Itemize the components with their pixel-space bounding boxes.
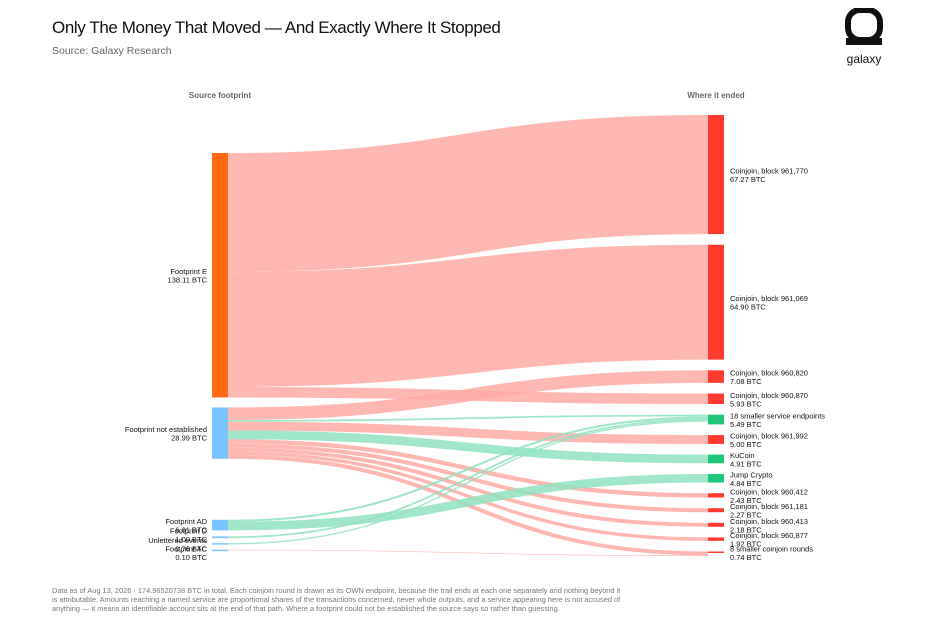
target-node-coinjoin-block-961-069	[708, 244, 724, 360]
target-node-coinjoin-block-961-181	[708, 508, 724, 513]
target-label-18-smaller-service-endpoints: 18 smaller service endpoints	[730, 412, 825, 421]
target-node-coinjoin-block-960-413	[708, 522, 724, 527]
source-value-footprint-ac: 0.10 BTC	[175, 553, 207, 562]
target-node-kucoin	[708, 454, 724, 464]
target-node-coinjoin-block-961-770	[708, 115, 724, 235]
target-value-coinjoin-block-961-069: 64.90 BTC	[730, 303, 766, 312]
link-ne-to-t12	[227, 451, 709, 541]
source-node-unlettered-events	[212, 543, 228, 545]
source-label-footprint-ac: Footprint AC	[165, 544, 207, 553]
target-value-coinjoin-block-960-820: 7.08 BTC	[730, 377, 762, 386]
source-value-footprint-ad: 6.01 BTC	[175, 526, 207, 535]
target-label-coinjoin-block-961-069: Coinjoin, block 961,069	[730, 294, 808, 303]
target-node-coinjoin-block-960-412	[708, 493, 724, 498]
brand-wordmark: galaxy	[846, 52, 882, 66]
source-value-footprint-e: 138.11 BTC	[168, 276, 208, 285]
target-label-coinjoin-block-961-181: Coinjoin, block 961,181	[730, 502, 808, 511]
target-node-18-smaller-service-endpoints	[708, 414, 724, 425]
target-label-jump-crypto: Jump Crypto	[730, 470, 773, 479]
source-column-header: Source footprint	[189, 91, 252, 100]
source-node-footprint-e	[212, 153, 228, 398]
link-e-to-t1	[227, 115, 709, 273]
source-label-unlettered-events: Unlettered events	[148, 536, 207, 545]
chart-source: Source: Galaxy Research	[52, 45, 172, 57]
target-value-coinjoin-block-960-877: 1.92 BTC	[730, 540, 762, 549]
link-ne-to-t5	[227, 414, 709, 422]
link-ad-to-t8	[227, 473, 709, 531]
source-node-footprint-ac	[212, 549, 228, 552]
target-value-coinjoin-block-961-992: 5.00 BTC	[730, 440, 762, 449]
link-ne-to-t7	[227, 430, 709, 464]
target-value-coinjoin-block-960-413: 2.18 BTC	[730, 525, 762, 534]
source-value-footprint-d: 1.00 BTC	[175, 535, 207, 544]
target-label-coinjoin-block-960-877: Coinjoin, block 960,877	[730, 531, 808, 540]
target-value-coinjoin-block-960-870: 5.93 BTC	[730, 399, 762, 408]
source-node-footprint-not-established	[212, 407, 228, 459]
footnote: Data as of Aug 13, 2026 · 174.96520738 B…	[52, 586, 621, 614]
chart-title: Only The Money That Moved — And Exactly …	[52, 18, 501, 37]
target-node-coinjoin-block-960-877	[708, 537, 724, 541]
source-label-footprint-e: Footprint E	[170, 267, 207, 276]
node-layer	[212, 115, 724, 553]
source-value-unlettered-events: 0.76 BTC	[175, 544, 207, 553]
link-e-to-t2	[227, 244, 709, 387]
link-ad-to-t5	[227, 416, 709, 522]
target-label-coinjoin-block-960-820: Coinjoin, block 960,820	[730, 369, 808, 378]
link-ac-to-t13	[227, 549, 709, 557]
link-layer	[227, 115, 709, 557]
target-column-header: Where it ended	[687, 91, 744, 100]
target-node-8-smaller-coinjoin-rounds	[708, 551, 724, 553]
source-label-footprint-not-established: Footprint not established	[125, 425, 207, 434]
source-label-footprint-ad: Footprint AD	[165, 517, 207, 526]
target-label-coinjoin-block-960-870: Coinjoin, block 960,870	[730, 391, 808, 400]
link-ne-to-t3	[227, 370, 709, 420]
target-node-coinjoin-block-961-992	[708, 435, 724, 444]
link-ne-to-t11	[227, 447, 709, 527]
link-ne-to-t6	[227, 421, 709, 444]
target-label-coinjoin-block-961-770: Coinjoin, block 961,770	[730, 167, 808, 176]
galaxy-logo-icon	[845, 8, 883, 45]
target-node-coinjoin-block-960-820	[708, 370, 724, 383]
target-value-kucoin: 4.91 BTC	[730, 459, 762, 468]
target-label-coinjoin-block-960-413: Coinjoin, block 960,413	[730, 517, 808, 526]
target-value-jump-crypto: 4.84 BTC	[730, 479, 762, 488]
link-d-to-t5	[227, 418, 709, 539]
target-value-18-smaller-service-endpoints: 5.49 BTC	[730, 420, 762, 429]
source-value-footprint-not-established: 28.99 BTC	[171, 434, 207, 443]
source-node-footprint-d	[212, 536, 228, 539]
target-value-coinjoin-block-961-770: 67.27 BTC	[730, 175, 766, 184]
target-label-kucoin: KuCoin	[730, 451, 755, 460]
target-value-coinjoin-block-960-412: 2.43 BTC	[730, 496, 762, 505]
target-label-coinjoin-block-961-992: Coinjoin, block 961,992	[730, 431, 808, 440]
target-value-8-smaller-coinjoin-rounds: 0.74 BTC	[730, 553, 762, 562]
target-node-coinjoin-block-960-870	[708, 393, 724, 405]
target-node-jump-crypto	[708, 473, 724, 483]
source-node-footprint-ad	[212, 519, 228, 531]
source-label-footprint-d: Footprint D	[170, 526, 208, 535]
target-value-coinjoin-block-961-181: 2.27 BTC	[730, 511, 762, 520]
target-label-8-smaller-coinjoin-rounds: 8 smaller coinjoin rounds	[730, 544, 813, 553]
target-label-coinjoin-block-960-412: Coinjoin, block 960,412	[730, 487, 808, 496]
link-ue-to-t5	[227, 420, 709, 545]
sankey-chart: Source footprint Where it ended Footprin…	[125, 91, 825, 562]
